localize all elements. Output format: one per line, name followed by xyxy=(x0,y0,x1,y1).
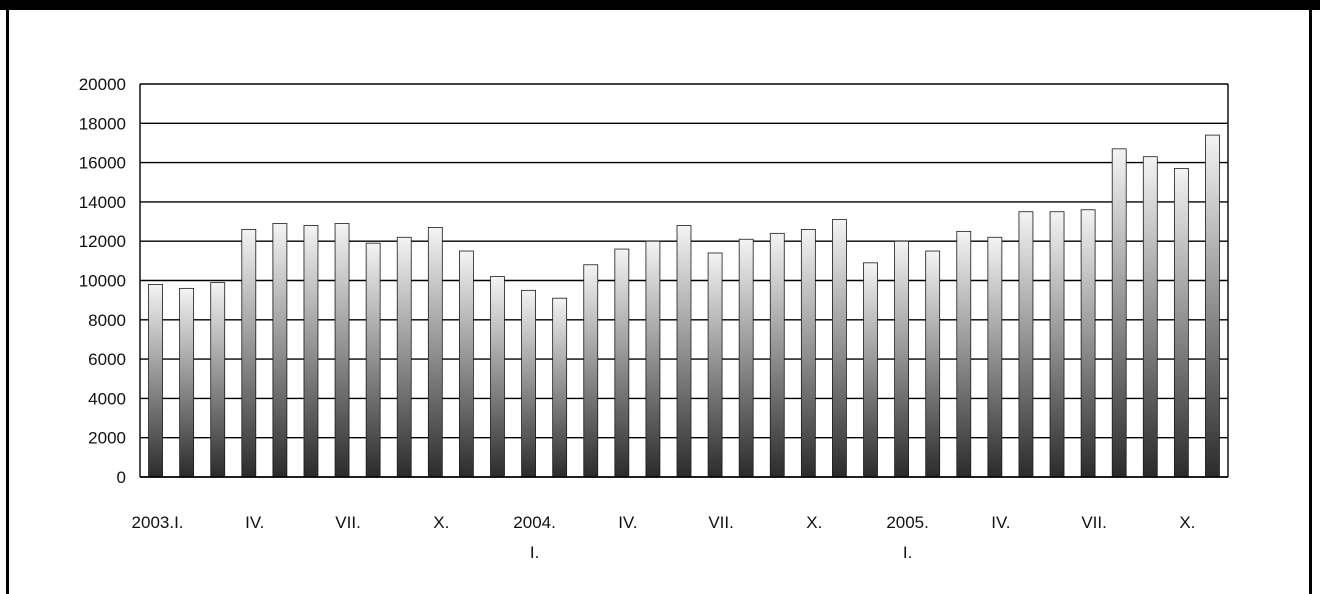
bar-2003.IX xyxy=(397,237,411,477)
y-tick-label: 6000 xyxy=(88,350,126,369)
bar-2004.VI xyxy=(677,225,691,477)
bar-2004.V xyxy=(646,241,660,477)
bar-2005.VIII xyxy=(1112,149,1126,477)
x-tick-label: IV. xyxy=(991,513,1010,532)
y-tick-label: 8000 xyxy=(88,311,126,330)
y-tick-label: 2000 xyxy=(88,429,126,448)
y-tick-label: 4000 xyxy=(88,389,126,408)
bar-2005.V xyxy=(1019,212,1033,477)
x-tick-label: X. xyxy=(433,513,449,532)
bar-2003.V xyxy=(273,224,287,477)
bar-2003.VI xyxy=(304,225,318,477)
bar-2004.X xyxy=(801,229,815,477)
bar-2004.VIII xyxy=(739,239,753,477)
bar-2003.III xyxy=(211,282,225,477)
bar-2005.III xyxy=(957,231,971,477)
y-tick-labels: 0 2000 4000 6000 8000 10000 12000 14000 16000 180… xyxy=(79,75,126,487)
bar-2004.IX xyxy=(770,233,784,477)
x-tick-label: I. xyxy=(530,543,539,562)
y-tick-label: 16000 xyxy=(79,154,126,173)
x-tick-label: VII. xyxy=(708,513,734,532)
x-tick-labels: 2003.I. IV. VII. X. 2004. I. IV. VII. X. 2005. I. I… xyxy=(132,513,1196,562)
bar-2004.VII xyxy=(708,253,722,477)
x-tick-label: 2005. xyxy=(886,513,929,532)
x-tick-label: I. xyxy=(903,543,912,562)
bar-2003.X xyxy=(428,227,442,477)
bar-2003.XII xyxy=(490,277,504,477)
bar-2004.XII xyxy=(864,263,878,477)
x-tick-label: X. xyxy=(1179,513,1195,532)
bar-2004.XI xyxy=(832,220,846,477)
bar-2003.IV xyxy=(242,229,256,477)
bar-2005.VII xyxy=(1081,210,1095,477)
bar-2005.IX xyxy=(1143,157,1157,477)
bar-2004.II xyxy=(553,298,567,477)
bar-2005.VI xyxy=(1050,212,1064,477)
bar-2005.I xyxy=(895,241,909,477)
x-tick-label: IV. xyxy=(245,513,264,532)
x-tick-label: VII. xyxy=(1081,513,1107,532)
bar-2004.III xyxy=(584,265,598,477)
bar-2003.VII xyxy=(335,224,349,477)
bar-2005.IV xyxy=(988,237,1002,477)
x-tick-label: VII. xyxy=(335,513,361,532)
y-tick-label: 10000 xyxy=(79,272,126,291)
bar-2003.XI xyxy=(459,251,473,477)
x-tick-label: 2003.I. xyxy=(132,513,184,532)
bars xyxy=(149,135,1220,477)
y-tick-label: 18000 xyxy=(79,114,126,133)
bar-2005.II xyxy=(926,251,940,477)
bar-2003.II xyxy=(180,288,194,477)
bar-2004.IV xyxy=(615,249,629,477)
bar-2005.X xyxy=(1174,168,1188,477)
bar-2003.I xyxy=(149,284,163,477)
x-tick-label: 2004. xyxy=(513,513,556,532)
x-tick-label: X. xyxy=(806,513,822,532)
y-tick-label: 0 xyxy=(117,468,126,487)
bar-2003.VIII xyxy=(366,243,380,477)
y-tick-label: 20000 xyxy=(79,75,126,94)
x-tick-label: IV. xyxy=(618,513,637,532)
y-tick-label: 14000 xyxy=(79,193,126,212)
y-tick-label: 12000 xyxy=(79,232,126,251)
bar-2005.XI xyxy=(1205,135,1219,477)
bar-2004.I xyxy=(522,290,536,477)
